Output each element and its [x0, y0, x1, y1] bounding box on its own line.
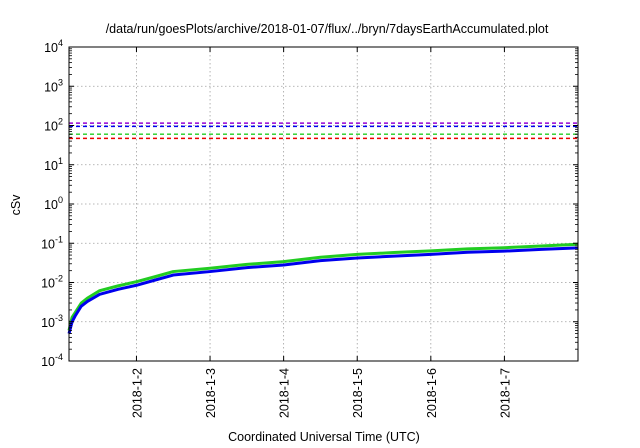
axes-layer	[68, 46, 579, 362]
y-tick-label: 104	[44, 38, 63, 55]
y-tick-label: 102	[44, 117, 63, 134]
y-tick-label: 101	[44, 156, 63, 173]
x-axis-label: Coordinated Universal Time (UTC)	[228, 430, 420, 444]
y-tick-exponent: -1	[55, 234, 63, 244]
y-tick-base: 10	[44, 159, 58, 173]
y-tick-exponent: 4	[58, 38, 63, 48]
y-tick-exponent: 3	[58, 77, 63, 87]
x-tick-label: 2018-1-7	[498, 368, 512, 418]
y-tick-exponent: 0	[58, 195, 63, 205]
plot-frame	[68, 46, 579, 362]
x-tick-label: 2018-1-6	[425, 368, 439, 418]
y-tick-label: 103	[44, 77, 63, 94]
chart-title: /data/run/goesPlots/archive/2018-01-07/f…	[106, 22, 549, 36]
y-tick-exponent: -2	[55, 274, 63, 284]
y-tick-exponent: -3	[55, 313, 63, 323]
y-tick-base: 10	[44, 120, 58, 134]
y-tick-exponent: 2	[58, 117, 63, 127]
series-layer	[67, 242, 579, 334]
grid-layer	[69, 47, 578, 361]
reference-lines	[69, 122, 578, 140]
x-tick-labels: 2018-1-2 2018-1-3 2018-1-4 2018-1-5 2018-1-6…	[130, 368, 512, 418]
x-tick-label: 2018-1-3	[204, 368, 218, 418]
y-tick-base: 10	[44, 198, 58, 212]
y-tick-base: 10	[41, 316, 55, 330]
y-tick-label: 10-1	[41, 234, 63, 251]
y-tick-base: 10	[44, 80, 58, 94]
y-tick-base: 10	[41, 277, 55, 291]
y-tick-label: 10-4	[41, 352, 63, 369]
y-tick-exponent: 1	[58, 156, 63, 166]
y-tick-label: 100	[44, 195, 63, 212]
y-tick-label: 10-2	[41, 274, 63, 291]
y-tick-label: 10-3	[41, 313, 63, 330]
y-tick-exponent: -4	[55, 352, 63, 362]
y-axis-label: cSv	[9, 194, 23, 216]
y-tick-base: 10	[41, 237, 55, 251]
x-tick-label: 2018-1-2	[130, 368, 144, 418]
x-tick-label: 2018-1-5	[351, 368, 365, 418]
x-tick-label: 2018-1-4	[278, 368, 292, 418]
series-line	[67, 246, 579, 334]
series-line	[67, 242, 579, 331]
y-tick-base: 10	[41, 355, 55, 369]
y-tick-base: 10	[44, 41, 58, 55]
